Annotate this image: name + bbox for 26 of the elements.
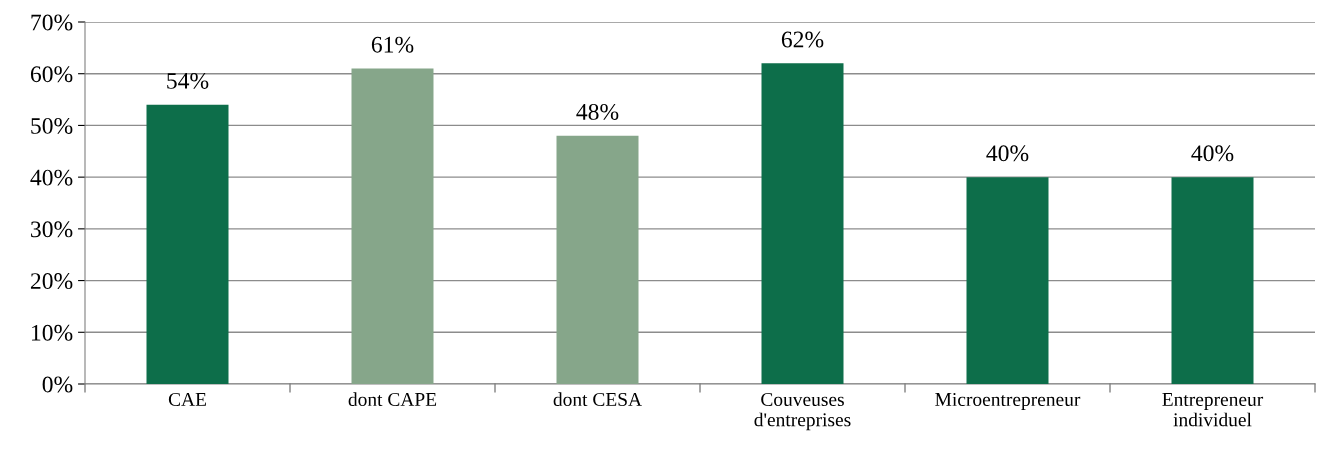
y-tick-label: 50% (31, 117, 73, 134)
data-label: 40% (986, 145, 1029, 162)
data-label: 54% (167, 72, 209, 89)
data-label: 62% (781, 31, 824, 48)
y-tick-label: 0% (42, 376, 73, 393)
x-tick-label: Microentrepreneur (935, 392, 1081, 410)
bar (966, 177, 1049, 384)
data-label: 48% (576, 103, 619, 120)
bar (556, 135, 639, 384)
x-tick-label: dont CESA (553, 392, 642, 407)
y-tick-label: 10% (31, 324, 73, 341)
x-tick-label: dont CAPE (348, 392, 437, 407)
bar (146, 104, 229, 384)
y-tick-label: 70% (31, 14, 73, 31)
y-tick-label: 40% (30, 169, 73, 186)
y-tick-label: 30% (31, 221, 73, 238)
data-label: 40% (1191, 145, 1234, 162)
y-tick-label: 20% (30, 273, 73, 290)
data-label: 61% (371, 36, 414, 53)
x-tick-label: CAE (168, 392, 206, 407)
x-tick-label: Couveuses d'entreprises (754, 392, 851, 431)
x-tick-label: Entrepreneur individuel (1162, 393, 1264, 427)
bar (351, 68, 434, 384)
bar (1171, 177, 1254, 384)
y-tick-label: 60% (30, 66, 73, 83)
bar (761, 63, 844, 384)
